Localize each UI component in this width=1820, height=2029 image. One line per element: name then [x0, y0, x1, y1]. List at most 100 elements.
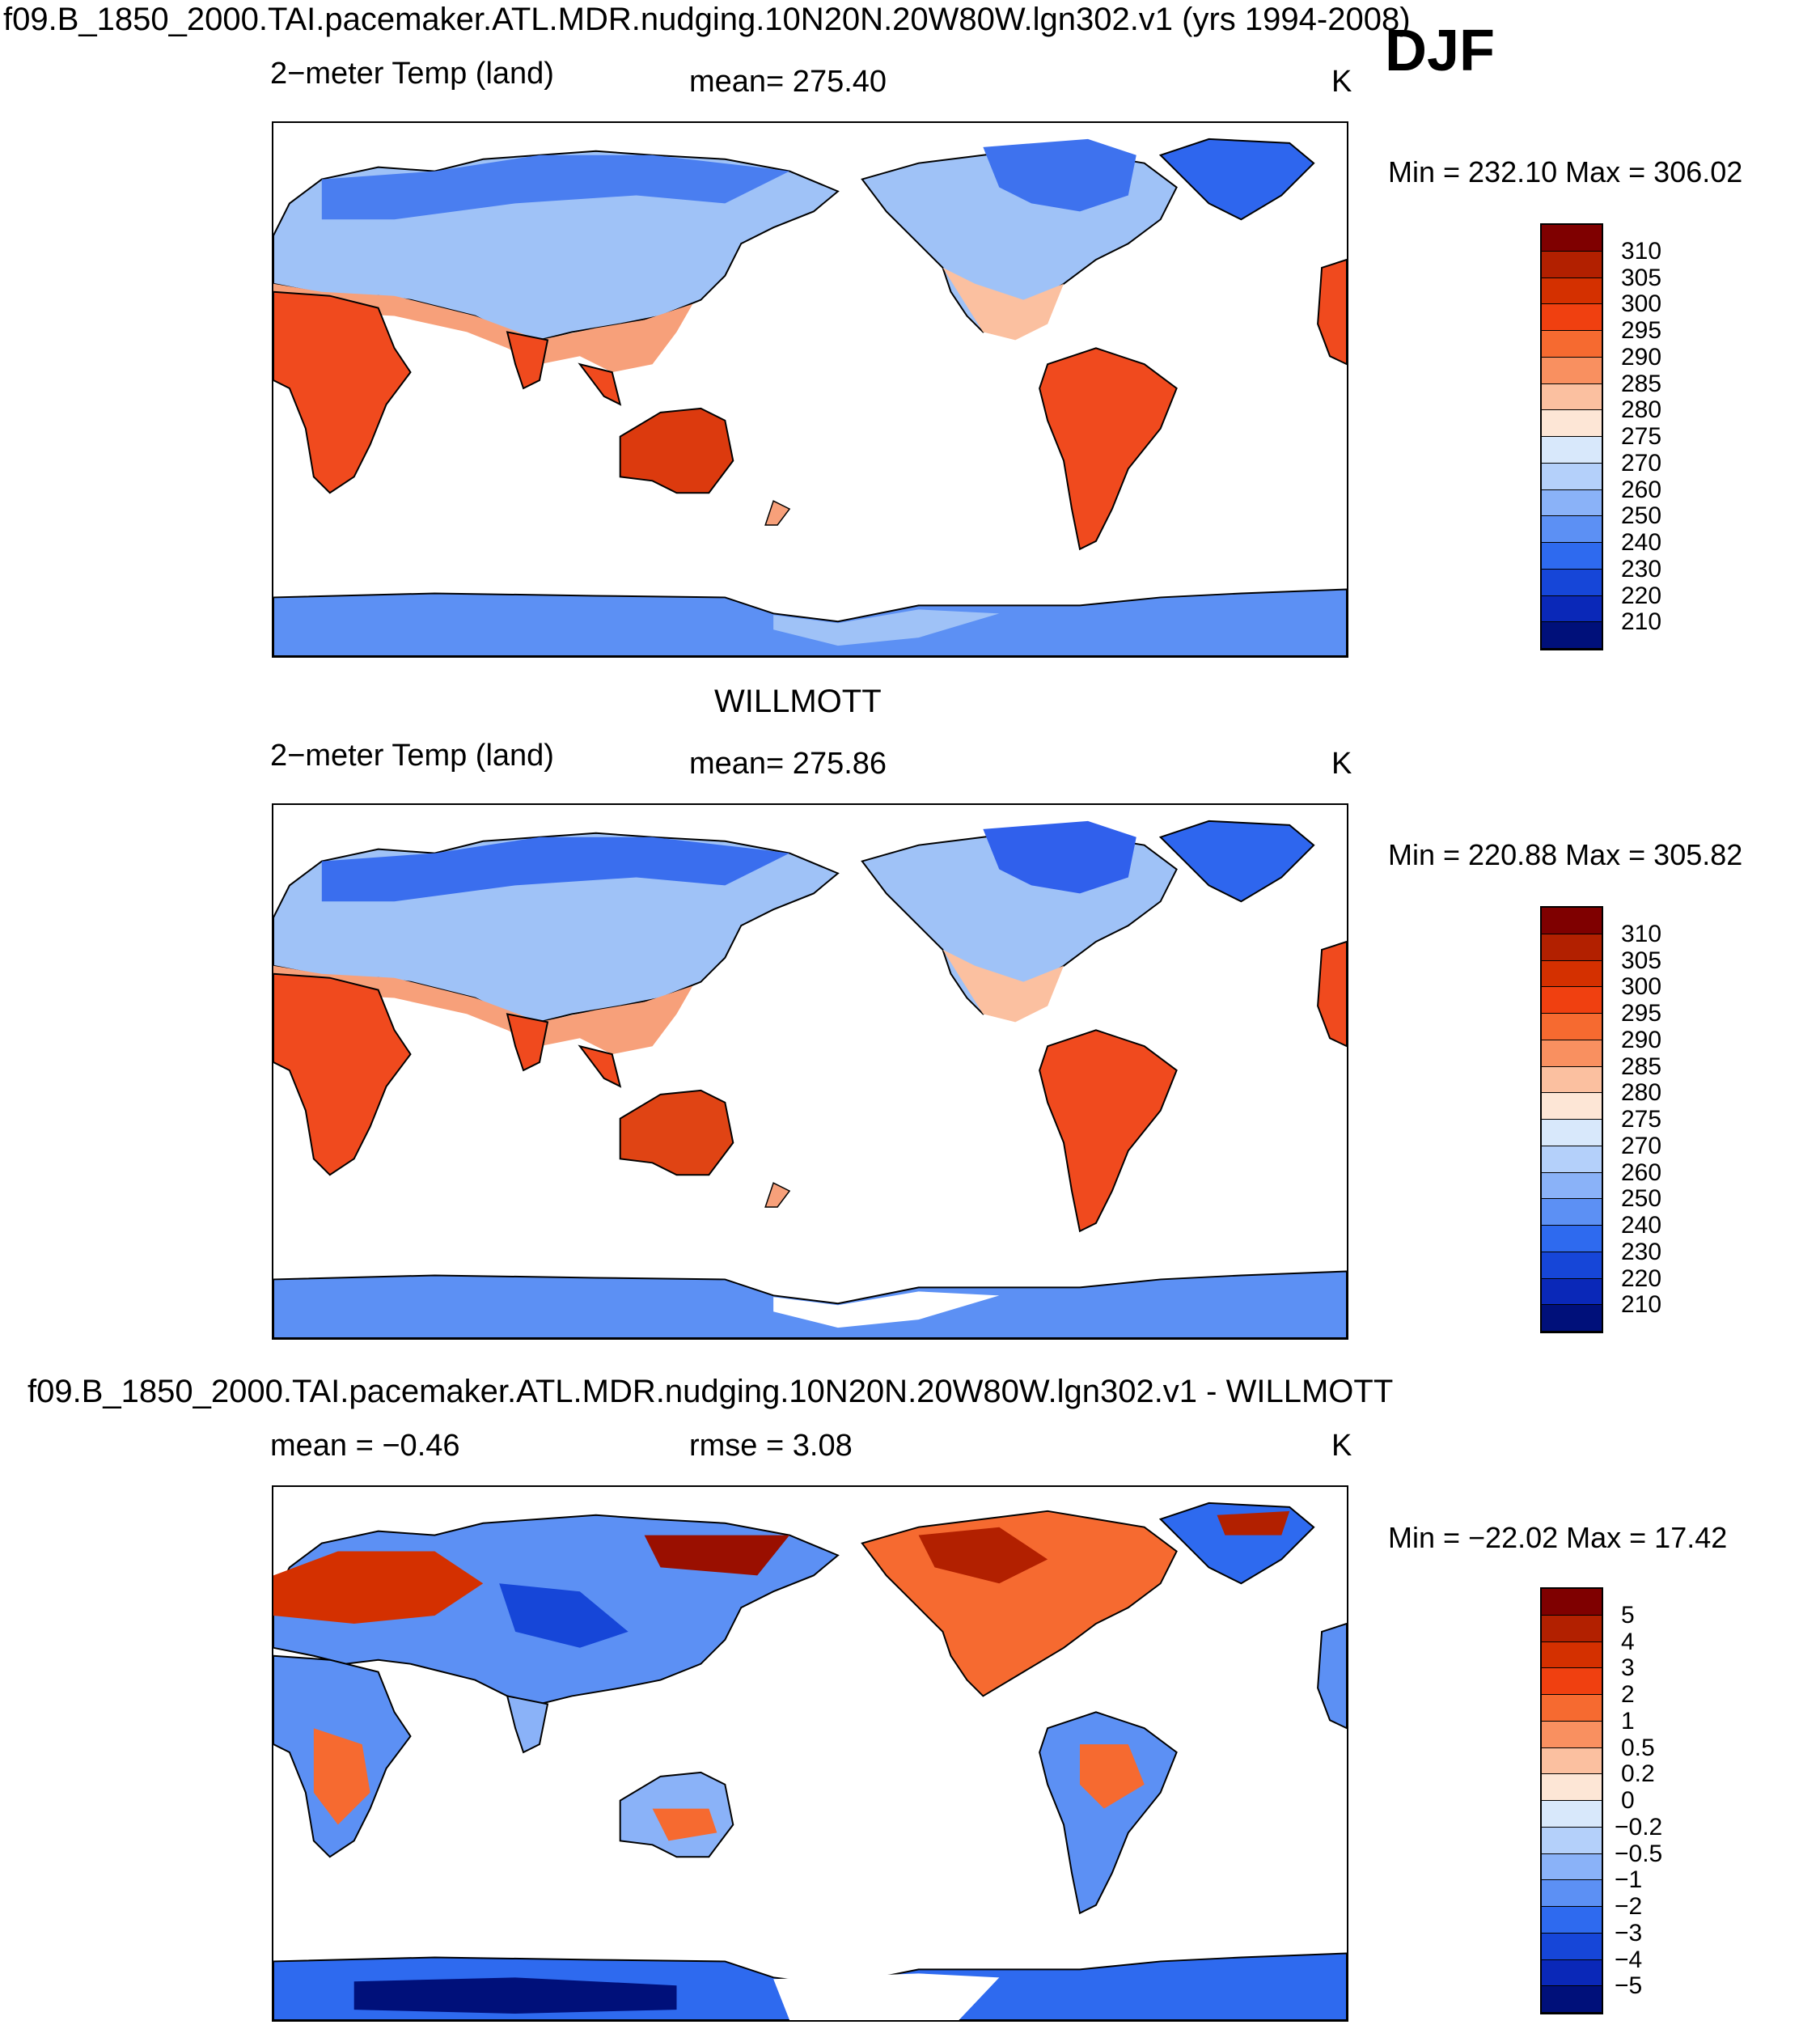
colorbar-swatch	[1542, 569, 1602, 596]
colorbar-swatch	[1542, 304, 1602, 331]
stat-label: mean= 275.40	[689, 65, 887, 99]
minmax-label: Min = −22.02 Max = 17.42	[1388, 1521, 1728, 1554]
colorbar-swatch	[1542, 1827, 1602, 1854]
colorbar-swatch	[1542, 908, 1602, 934]
colorbar-label: 300	[1621, 973, 1662, 1001]
colorbar-swatch	[1542, 437, 1602, 464]
colorbar-label: 295	[1621, 1000, 1662, 1027]
colorbar-swatch	[1542, 1040, 1602, 1067]
colorbar-label: 280	[1621, 396, 1662, 424]
colorbar-label: −3	[1615, 1919, 1643, 1946]
colorbar-swatch	[1542, 1278, 1602, 1306]
minmax-label: Min = 232.10 Max = 306.02	[1388, 155, 1743, 188]
colorbar-label: 310	[1621, 237, 1662, 265]
variable-label: 2−meter Temp (land)	[270, 57, 554, 91]
world-map	[273, 820, 1347, 1338]
colorbar-swatch	[1542, 1747, 1602, 1775]
colorbar-label: 290	[1621, 1026, 1662, 1053]
colorbar-label: 270	[1621, 1132, 1662, 1159]
minmax-label: Min = 220.88 Max = 305.82	[1388, 838, 1743, 871]
colorbar-label: 240	[1621, 529, 1662, 556]
colorbar-swatch	[1542, 1933, 1602, 1960]
units-label: K	[1331, 1429, 1352, 1463]
colorbar-swatch	[1542, 1199, 1602, 1226]
colorbar-label: 280	[1621, 1079, 1662, 1107]
colorbar-swatch	[1542, 1641, 1602, 1669]
colorbar-swatch	[1542, 463, 1602, 490]
map-panel	[272, 803, 1348, 1340]
units-label: K	[1331, 747, 1352, 781]
colorbar-swatch	[1542, 225, 1602, 252]
colorbar-label: 290	[1621, 343, 1662, 371]
colorbar-label: 275	[1621, 1106, 1662, 1133]
colorbar-swatch	[1542, 1615, 1602, 1642]
colorbar-swatch	[1542, 1066, 1602, 1094]
colorbar-swatch	[1542, 489, 1602, 517]
colorbar-label: −0.2	[1615, 1813, 1663, 1841]
colorbar-label: −5	[1615, 1972, 1643, 2000]
colorbar-label: 1	[1621, 1707, 1635, 1735]
colorbar-swatch	[1542, 595, 1602, 623]
colorbar-label: 260	[1621, 476, 1662, 503]
colorbar-label: 295	[1621, 317, 1662, 344]
stat-label: mean= 275.86	[689, 747, 887, 781]
panel-heading: f09.B_1850_2000.TAI.pacemaker.ATL.MDR.nu…	[28, 1374, 1394, 1409]
colorbar-label: 250	[1621, 1185, 1662, 1213]
colorbar-label: 250	[1621, 502, 1662, 530]
colorbar-label: 230	[1621, 555, 1662, 582]
colorbar-swatch	[1542, 987, 1602, 1014]
colorbar-label: 275	[1621, 423, 1662, 450]
colorbar-label: 220	[1621, 582, 1662, 609]
colorbar-swatch	[1542, 383, 1602, 411]
colorbar-label: 260	[1621, 1159, 1662, 1186]
colorbar-swatch	[1542, 1668, 1602, 1695]
colorbar-swatch	[1542, 1695, 1602, 1722]
colorbar-label: 5	[1621, 1601, 1635, 1629]
colorbar	[1540, 1587, 1603, 2014]
colorbar-swatch	[1542, 1853, 1602, 1881]
colorbar-label: 310	[1621, 920, 1662, 947]
colorbar-swatch	[1542, 1093, 1602, 1120]
colorbar-swatch	[1542, 1880, 1602, 1907]
rmse-label: rmse = 3.08	[689, 1429, 853, 1463]
colorbar-swatch	[1542, 410, 1602, 437]
colorbar-swatch	[1542, 1252, 1602, 1279]
colorbar-swatch	[1542, 960, 1602, 988]
world-map	[273, 138, 1347, 656]
colorbar-swatch	[1542, 357, 1602, 384]
figure-title: f09.B_1850_2000.TAI.pacemaker.ATL.MDR.nu…	[3, 2, 1411, 37]
colorbar-swatch	[1542, 331, 1602, 358]
map-panel	[272, 121, 1348, 658]
colorbar-label: −0.5	[1615, 1840, 1663, 1867]
colorbar-swatch	[1542, 543, 1602, 570]
colorbar-label: 305	[1621, 947, 1662, 974]
colorbar-label: −1	[1615, 1866, 1643, 1894]
colorbar-label: 300	[1621, 290, 1662, 318]
colorbar	[1540, 906, 1603, 1333]
colorbar-label: 285	[1621, 370, 1662, 397]
colorbar-label: 220	[1621, 1264, 1662, 1292]
colorbar-swatch	[1542, 622, 1602, 649]
colorbar-swatch	[1542, 1801, 1602, 1828]
colorbar-label: −2	[1615, 1893, 1643, 1920]
colorbar-label: 210	[1621, 608, 1662, 636]
colorbar-swatch	[1542, 1721, 1602, 1748]
colorbar-swatch	[1542, 1172, 1602, 1200]
world-map	[273, 1502, 1347, 2020]
colorbar-label: 230	[1621, 1238, 1662, 1265]
colorbar-label: 0.2	[1621, 1760, 1655, 1788]
colorbar-swatch	[1542, 1014, 1602, 1040]
colorbar-swatch	[1542, 1146, 1602, 1173]
colorbar-label: −4	[1615, 1946, 1643, 1973]
colorbar-label: 0	[1621, 1787, 1635, 1814]
colorbar-swatch	[1542, 1959, 1602, 1987]
colorbar-swatch	[1542, 1120, 1602, 1146]
colorbar-swatch	[1542, 934, 1602, 961]
colorbar-label: 210	[1621, 1291, 1662, 1319]
season-label: DJF	[1385, 19, 1496, 83]
colorbar-swatch	[1542, 1226, 1602, 1252]
colorbar-swatch	[1542, 277, 1602, 305]
colorbar-label: 4	[1621, 1628, 1635, 1655]
units-label: K	[1331, 65, 1352, 99]
mean-label: mean = −0.46	[270, 1429, 460, 1463]
